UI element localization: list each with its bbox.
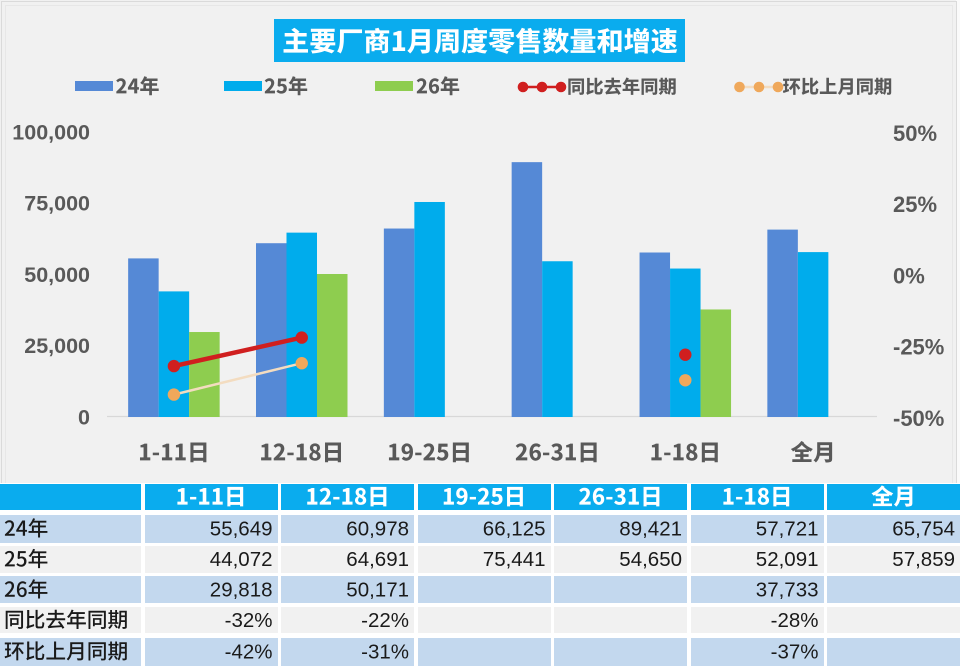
svg-text:60,978: 60,978 [346, 518, 409, 541]
svg-text:66,125: 66,125 [483, 518, 546, 541]
svg-text:-50%: -50% [893, 406, 944, 431]
svg-text:75,441: 75,441 [483, 548, 546, 571]
svg-text:-37%: -37% [771, 640, 819, 663]
svg-text:37,733: 37,733 [756, 579, 819, 602]
svg-text:55,649: 55,649 [210, 518, 273, 541]
svg-text:-42%: -42% [225, 640, 273, 663]
svg-text:50%: 50% [893, 121, 937, 146]
svg-text:57,859: 57,859 [892, 548, 955, 571]
svg-text:57,721: 57,721 [756, 518, 819, 541]
svg-text:25%: 25% [893, 192, 937, 217]
svg-text:-32%: -32% [225, 609, 273, 632]
svg-text:50,171: 50,171 [346, 579, 409, 602]
svg-text:25,000: 25,000 [24, 334, 90, 358]
svg-text:-22%: -22% [361, 609, 409, 632]
svg-text:52,091: 52,091 [756, 548, 819, 571]
svg-text:0: 0 [78, 405, 90, 429]
svg-text:-28%: -28% [771, 609, 819, 632]
svg-text:50,000: 50,000 [24, 263, 90, 287]
svg-text:100,000: 100,000 [12, 120, 90, 144]
svg-text:75,000: 75,000 [24, 192, 90, 216]
svg-text:89,421: 89,421 [619, 518, 682, 541]
svg-text:44,072: 44,072 [210, 548, 273, 571]
svg-text:64,691: 64,691 [346, 548, 409, 571]
svg-text:-31%: -31% [361, 640, 409, 663]
svg-text:54,650: 54,650 [619, 548, 682, 571]
svg-text:-25%: -25% [893, 335, 944, 360]
svg-text:29,818: 29,818 [210, 579, 273, 602]
svg-text:65,754: 65,754 [892, 518, 955, 541]
svg-text:0%: 0% [893, 263, 925, 288]
